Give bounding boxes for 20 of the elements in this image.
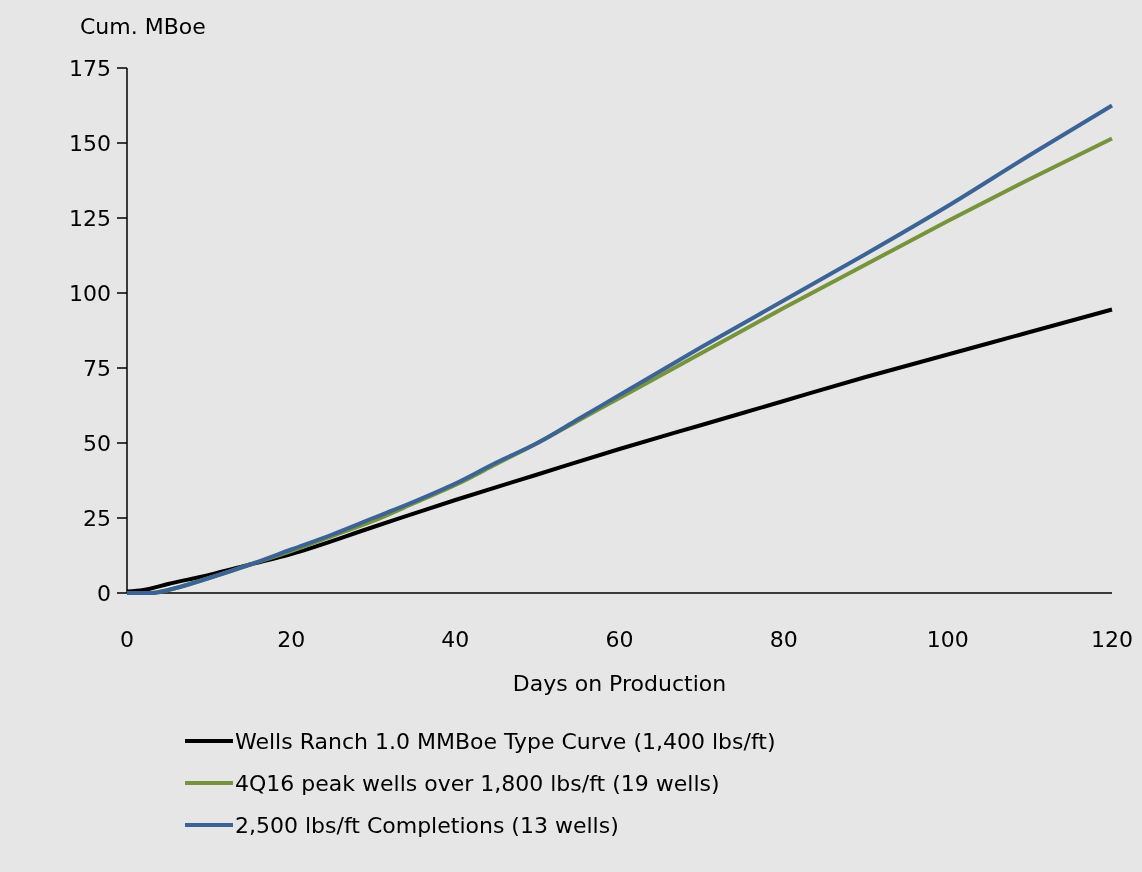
y-axis-title: Cum. MBoe — [80, 14, 206, 39]
y-tick-label: 125 — [69, 205, 111, 231]
x-axis-title: Days on Production — [512, 671, 727, 696]
legend-label: Wells Ranch 1.0 MMBoe Type Curve (1,400 lbs/ft) — [235, 728, 776, 754]
x-tick-label: 20 — [277, 627, 306, 652]
y-tick-label: 175 — [69, 55, 111, 81]
x-tick-label: 120 — [1091, 627, 1133, 652]
y-tick-label: 150 — [69, 130, 111, 156]
x-tick-label: 40 — [441, 627, 470, 652]
y-tick-label: 25 — [83, 505, 111, 531]
x-tick-label: 100 — [926, 627, 969, 652]
y-tick-label: 0 — [97, 580, 111, 606]
y-tick-label: 50 — [83, 430, 111, 456]
y-tick-label: 100 — [69, 280, 111, 306]
y-tick-label: 75 — [83, 355, 111, 381]
legend-label: 2,500 lbs/ft Completions (13 wells) — [235, 812, 619, 838]
legend-label: 4Q16 peak wells over 1,800 lbs/ft (19 wells) — [235, 770, 720, 796]
x-tick-label: 60 — [605, 627, 634, 652]
x-tick-label: 80 — [769, 627, 798, 652]
x-tick-label: 0 — [120, 627, 134, 652]
